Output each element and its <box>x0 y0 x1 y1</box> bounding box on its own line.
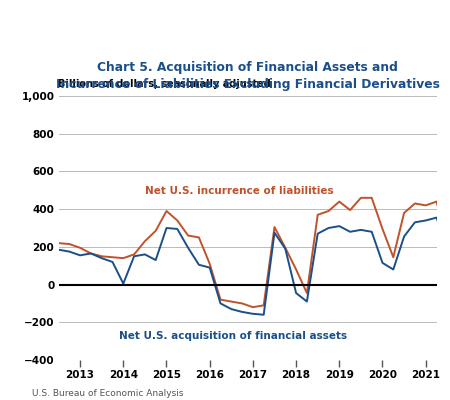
Text: Net U.S. acquisition of financial assets: Net U.S. acquisition of financial assets <box>119 331 347 341</box>
Text: Net U.S. incurrence of liabilities: Net U.S. incurrence of liabilities <box>145 186 333 196</box>
Title: Chart 5. Acquisition of Financial Assets and
Incurrence of Liabilities Excluding: Chart 5. Acquisition of Financial Assets… <box>55 61 440 91</box>
Text: U.S. Bureau of Economic Analysis: U.S. Bureau of Economic Analysis <box>32 389 183 398</box>
Text: Billions of dollars, seasonally adjusted: Billions of dollars, seasonally adjusted <box>58 80 271 90</box>
